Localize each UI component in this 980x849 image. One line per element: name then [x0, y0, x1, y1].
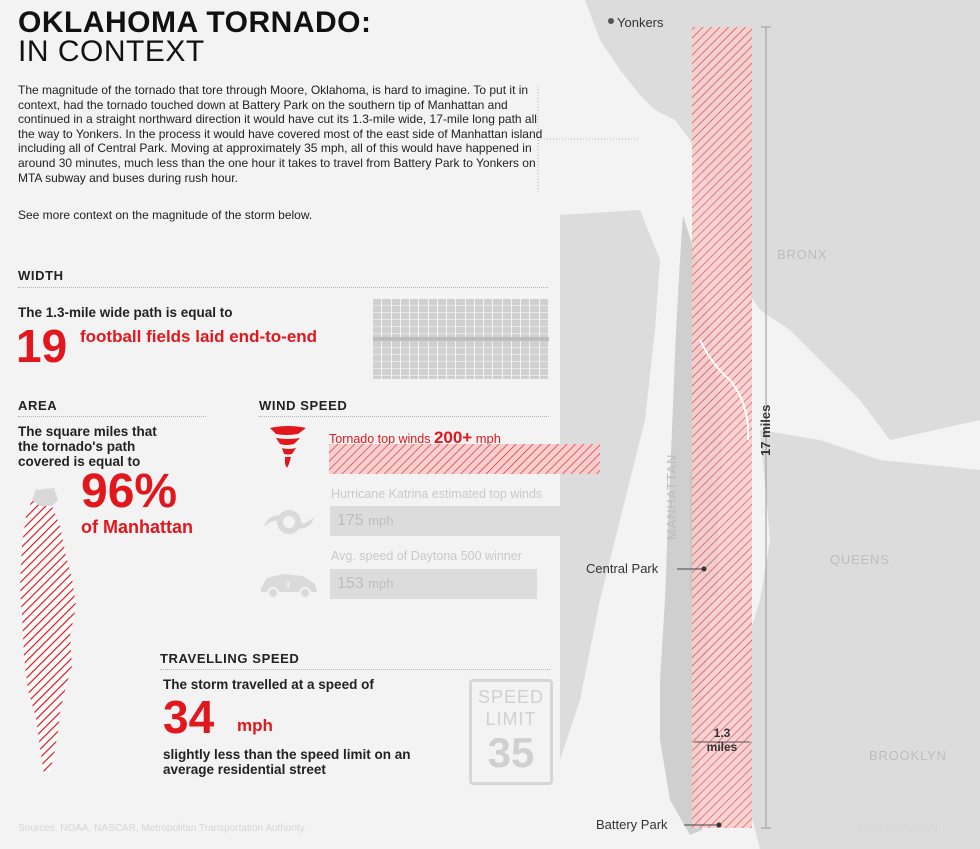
sources-text: Sources: NOAA, NASCAR, Metropolitan Tran… [18, 823, 305, 834]
area-text: The square miles that the tornado's path… [18, 424, 157, 469]
football-fields-graphic [373, 299, 549, 379]
travel-number: 34 [163, 691, 215, 743]
wind-item-1-label: Hurricane Katrina estimated top winds [331, 487, 543, 501]
wind-bar-2: 153 mph [330, 569, 537, 599]
brooklyn-label: BROOKLYN [869, 748, 947, 763]
central-park-label: Central Park [586, 561, 659, 576]
svg-text:3: 3 [285, 580, 290, 590]
travel-text: The storm travelled at a speed of [163, 677, 374, 692]
width-heading: WIDTH [18, 268, 64, 283]
area-divider [18, 416, 206, 417]
bronx-label: BRONX [777, 247, 828, 262]
yonkers-label: Yonkers [617, 15, 664, 30]
width-label: 1.3 miles [706, 726, 738, 754]
wind-divider [259, 416, 549, 417]
area-of-text: of Manhattan [81, 517, 193, 537]
manhattan-silhouette-icon [20, 488, 76, 774]
wind-bar-0 [329, 444, 600, 474]
length-label: 17 miles [758, 404, 773, 456]
bronx-landmass [585, 0, 980, 440]
new-jersey-landmass [560, 210, 660, 760]
battery-park-label: Battery Park [596, 817, 668, 832]
width-unit-text: football fields laid end-to-end [80, 327, 318, 346]
title-line-2: IN CONTEXT [18, 35, 205, 68]
see-more-text: See more context on the magnitude of the… [18, 208, 313, 222]
queens-brooklyn-landmass [740, 430, 980, 849]
intro-paragraph: The magnitude of the tornado that tore t… [18, 83, 543, 185]
field-midline [373, 337, 549, 341]
credit-text: Bryan Pasky/CNN [857, 823, 938, 834]
travel-divider [160, 669, 550, 670]
wind-bar-1: 175 mph [330, 506, 567, 536]
area-percent: 96% [81, 465, 178, 518]
width-number: 19 [16, 320, 68, 372]
width-text: The 1.3-mile wide path is equal to [18, 305, 233, 320]
wind-item-2-label: Avg. speed of Daytona 500 winner [331, 549, 522, 563]
hurricane-icon [264, 510, 314, 534]
travel-unit: mph [237, 716, 273, 735]
travel-heading: TRAVELLING SPEED [160, 651, 300, 666]
speed-limit-sign: SPEED LIMIT 35 [469, 679, 553, 785]
tornado-path [692, 27, 752, 828]
width-divider [18, 287, 548, 288]
area-heading: AREA [18, 398, 58, 413]
queens-label: QUEENS [830, 552, 890, 567]
title-line-1: OKLAHOMA TORNADO: [18, 6, 372, 39]
manhattan-label: MANHATTAN [664, 453, 679, 540]
wind-item-0-label: Tornado top winds 200+ mph [329, 428, 502, 447]
travel-caption: slightly less than the speed limit on an… [163, 747, 411, 777]
tornado-icon [270, 426, 306, 468]
race-car-icon: 3 [261, 574, 317, 599]
wind-heading: WIND SPEED [259, 398, 348, 413]
